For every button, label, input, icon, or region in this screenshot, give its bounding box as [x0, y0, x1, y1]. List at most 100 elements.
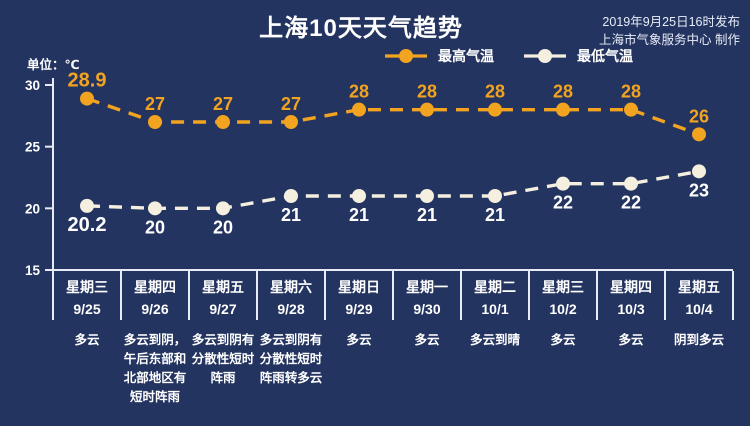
weekday-label: 星期二: [474, 279, 516, 295]
weather-text: 多云到晴: [469, 333, 520, 347]
high-temp-label: 28: [485, 82, 505, 102]
low-temp-point: [216, 201, 230, 216]
unit-label: 单位：℃: [27, 58, 80, 72]
low-temp-point: [80, 198, 94, 213]
legend-marker-icon: [524, 49, 566, 63]
low-temp-point: [284, 189, 298, 203]
low-temp-label: 20: [213, 217, 233, 237]
weather-text: 多云到阴有分散性短时阵雨转多云: [259, 333, 323, 385]
series-line-low: [86, 169, 700, 211]
publish-source: 上海市气象服务中心 制作: [599, 33, 740, 47]
high-temp-point: [692, 127, 706, 142]
date-label: 9/30: [413, 301, 441, 317]
forecast-day-column: 星期五 9/27 多云到阴有分散性短时阵雨: [189, 272, 257, 407]
high-temp-label: 28: [553, 82, 573, 102]
high-temp-point: [488, 102, 502, 117]
weather-text: 多云到阴，午后东部和北部地区有短时阵雨: [123, 333, 187, 404]
high-temp-label: 27: [145, 94, 165, 114]
date-label: 9/29: [345, 301, 373, 317]
high-temp-label: 28: [621, 82, 641, 102]
high-temp-point: [420, 102, 434, 117]
weather-text: 多云: [346, 333, 372, 347]
legend-item-low: 最低气温: [522, 46, 633, 66]
publish-info: 2019年9月25日16时发布 上海市气象服务中心 制作: [599, 13, 740, 49]
low-temp-label: 20.2: [68, 214, 107, 236]
y-tick-label: 15: [25, 263, 41, 278]
high-temp-label: 28.9: [68, 70, 107, 92]
low-temp-label: 22: [621, 193, 641, 213]
low-temp-label: 22: [553, 193, 573, 213]
date-label: 10/1: [481, 301, 509, 317]
legend-item-high: 最高气温: [383, 46, 494, 66]
date-label: 10/2: [549, 301, 577, 317]
high-temp-point: [624, 102, 638, 117]
weather-text: 多云到阴有分散性短时阵雨: [191, 333, 255, 385]
weekday-label: 星期三: [66, 279, 108, 295]
forecast-day-column: 星期一 9/30 多云: [393, 272, 461, 407]
low-temp-point: [420, 189, 434, 203]
weekday-label: 星期日: [338, 279, 380, 295]
low-temp-point: [692, 164, 706, 179]
date-label: 10/3: [617, 301, 645, 317]
date-label: 10/4: [685, 301, 713, 317]
weather-text: 多云: [414, 333, 440, 347]
high-temp-point: [148, 115, 162, 129]
low-temp-label: 20: [145, 217, 165, 237]
page-title: 上海10天天气趋势: [259, 15, 463, 42]
high-temp-label: 27: [213, 94, 233, 114]
weekday-label: 星期六: [270, 279, 312, 295]
high-temp-label: 26: [689, 106, 709, 126]
forecast-day-column: 星期五 10/4 阴到多云: [665, 272, 733, 407]
forecast-day-column: 星期二 10/1 多云到晴: [461, 272, 529, 407]
publish-datetime: 2019年9月25日16时发布: [602, 15, 740, 29]
weekday-label: 星期五: [202, 279, 244, 295]
weekday-label: 星期四: [134, 279, 176, 295]
low-temp-point: [624, 176, 638, 191]
chart-legend: 最高气温 最低气温: [383, 46, 633, 66]
weather-text: 多云: [550, 333, 576, 347]
date-label: 9/25: [73, 301, 101, 317]
high-temp-label: 28: [417, 82, 437, 102]
y-tick-label: 20: [25, 201, 40, 216]
high-temp-point: [284, 115, 298, 129]
y-tick-label: 25: [25, 140, 41, 155]
high-temp-point: [80, 91, 94, 106]
weather-text: 多云: [74, 333, 100, 347]
forecast-day-column: 星期三 9/25 多云: [53, 272, 121, 407]
low-temp-point: [556, 176, 570, 191]
weekday-label: 星期五: [678, 279, 720, 295]
y-tick-label: 30: [25, 78, 40, 93]
date-label: 9/27: [209, 301, 237, 317]
low-temp-point: [148, 201, 162, 216]
high-temp-point: [216, 115, 230, 129]
low-temp-label: 21: [485, 205, 505, 225]
high-temp-label: 28: [349, 82, 369, 102]
forecast-day-column: 星期三 10/2 多云: [529, 272, 597, 407]
forecast-day-column: 星期四 9/26 多云到阴，午后东部和北部地区有短时阵雨: [121, 272, 189, 407]
low-temp-label: 21: [281, 205, 301, 225]
forecast-day-column: 星期六 9/28 多云到阴有分散性短时阵雨转多云: [257, 272, 325, 407]
weekday-label: 星期三: [542, 279, 584, 295]
weekday-label: 星期四: [610, 279, 652, 295]
high-temp-point: [556, 102, 570, 117]
date-label: 9/26: [141, 301, 169, 317]
legend-label: 最低气温: [577, 48, 633, 64]
weather-text: 多云: [618, 333, 644, 347]
high-temp-point: [352, 102, 366, 117]
legend-label: 最高气温: [438, 48, 494, 64]
series-line-high: [86, 96, 700, 136]
forecast-day-column: 星期四 10/3 多云: [597, 272, 665, 407]
low-temp-label: 21: [417, 205, 437, 225]
legend-marker-icon: [385, 49, 427, 63]
date-label: 9/28: [277, 301, 305, 317]
low-temp-label: 21: [349, 205, 369, 225]
weather-text: 阴到多云: [673, 333, 724, 347]
forecast-table: 星期三 9/25 多云 星期四 9/26 多云到阴，午后东部和北部地区有短时阵雨 星期五 9/…: [53, 272, 733, 407]
weekday-label: 星期一: [406, 279, 448, 295]
low-temp-point: [352, 189, 366, 203]
high-temp-label: 27: [281, 94, 301, 114]
forecast-day-column: 星期日 9/29 多云: [325, 272, 393, 407]
low-temp-point: [488, 189, 502, 203]
